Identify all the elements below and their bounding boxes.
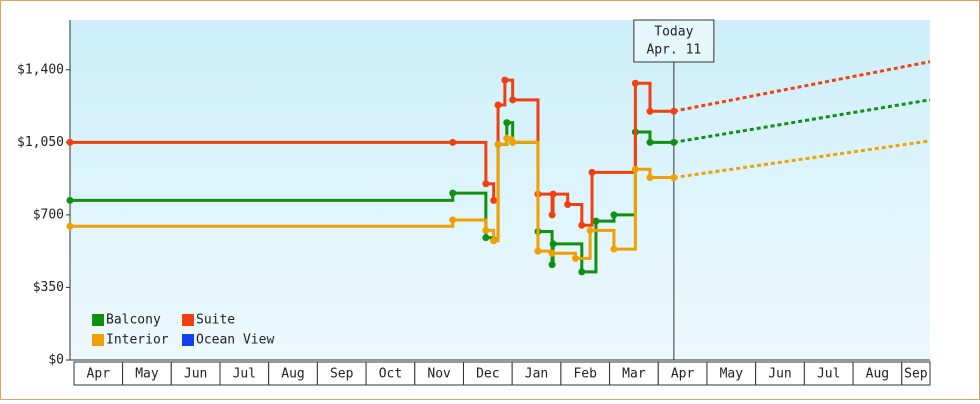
- forecast-line: [673, 98, 931, 144]
- point: [631, 165, 639, 173]
- point: [503, 119, 511, 127]
- point: [490, 196, 498, 204]
- legend-label: Interior: [106, 333, 169, 348]
- series-line: [70, 136, 674, 260]
- point: [610, 211, 618, 219]
- point: [449, 138, 457, 146]
- x-tick-label: Dec: [476, 367, 499, 382]
- point: [66, 222, 74, 230]
- x-tick-label: Jun: [184, 367, 207, 382]
- point: [501, 76, 509, 84]
- point: [571, 254, 579, 262]
- y-tick-label: $700: [33, 207, 64, 222]
- x-tick-label: Aug: [281, 367, 304, 382]
- legend-swatch: [92, 314, 104, 326]
- plot-area: [70, 20, 930, 360]
- point: [588, 168, 596, 176]
- x-tick-label: Jul: [817, 367, 840, 382]
- point: [564, 201, 572, 209]
- legend-swatch: [182, 334, 194, 346]
- x-tick-label: Oct: [379, 367, 402, 382]
- y-tick-label: $0: [48, 353, 64, 368]
- x-tick-label: Jul: [233, 367, 256, 382]
- legend-swatch: [92, 334, 104, 346]
- x-tick-label: May: [135, 367, 159, 382]
- x-tick-label: Jan: [525, 367, 548, 382]
- point: [646, 138, 654, 146]
- point: [482, 234, 490, 242]
- point: [578, 268, 586, 276]
- today-label: Apr. 11: [646, 43, 701, 58]
- point: [549, 240, 557, 248]
- point: [549, 190, 557, 198]
- x-tick-label: Nov: [427, 367, 451, 382]
- point: [490, 237, 498, 245]
- x-tick-label: Sep: [330, 367, 354, 382]
- point: [578, 221, 586, 229]
- point: [494, 101, 502, 109]
- point: [509, 96, 517, 104]
- point: [482, 180, 490, 188]
- y-tick-label: $1,400: [17, 62, 64, 77]
- point: [66, 196, 74, 204]
- point: [586, 226, 594, 234]
- today-box: [633, 19, 715, 63]
- legend-label: Suite: [196, 313, 235, 328]
- point: [449, 189, 457, 197]
- x-tick-box: [901, 361, 931, 386]
- point: [610, 245, 618, 253]
- x-tick-label: Sep: [904, 367, 928, 382]
- x-tick-label: Jun: [768, 367, 791, 382]
- point: [449, 216, 457, 224]
- point: [548, 249, 556, 257]
- point: [548, 261, 556, 269]
- forecast-line: [673, 60, 931, 113]
- point: [592, 217, 600, 225]
- point: [509, 138, 517, 146]
- x-tick-label: Aug: [866, 367, 889, 382]
- forecast-line: [673, 139, 931, 180]
- x-tick-label: Mar: [622, 367, 646, 382]
- point: [534, 247, 542, 255]
- y-tick-label: $350: [33, 280, 64, 295]
- point: [548, 211, 556, 219]
- point: [646, 174, 654, 182]
- point: [631, 79, 639, 87]
- point: [503, 134, 511, 142]
- y-tick-label: $1,050: [17, 135, 64, 150]
- x-tick-label: May: [720, 367, 744, 382]
- point: [482, 226, 490, 234]
- legend-label: Ocean View: [196, 333, 274, 348]
- legend-label: Balcony: [106, 313, 161, 328]
- point: [66, 138, 74, 146]
- x-tick-label: Apr: [671, 367, 695, 382]
- x-tick-label: Feb: [573, 367, 597, 382]
- legend-swatch: [182, 314, 194, 326]
- x-tick-label: Apr: [87, 367, 111, 382]
- point: [646, 107, 654, 115]
- point: [494, 140, 502, 148]
- today-label: Today: [654, 25, 693, 40]
